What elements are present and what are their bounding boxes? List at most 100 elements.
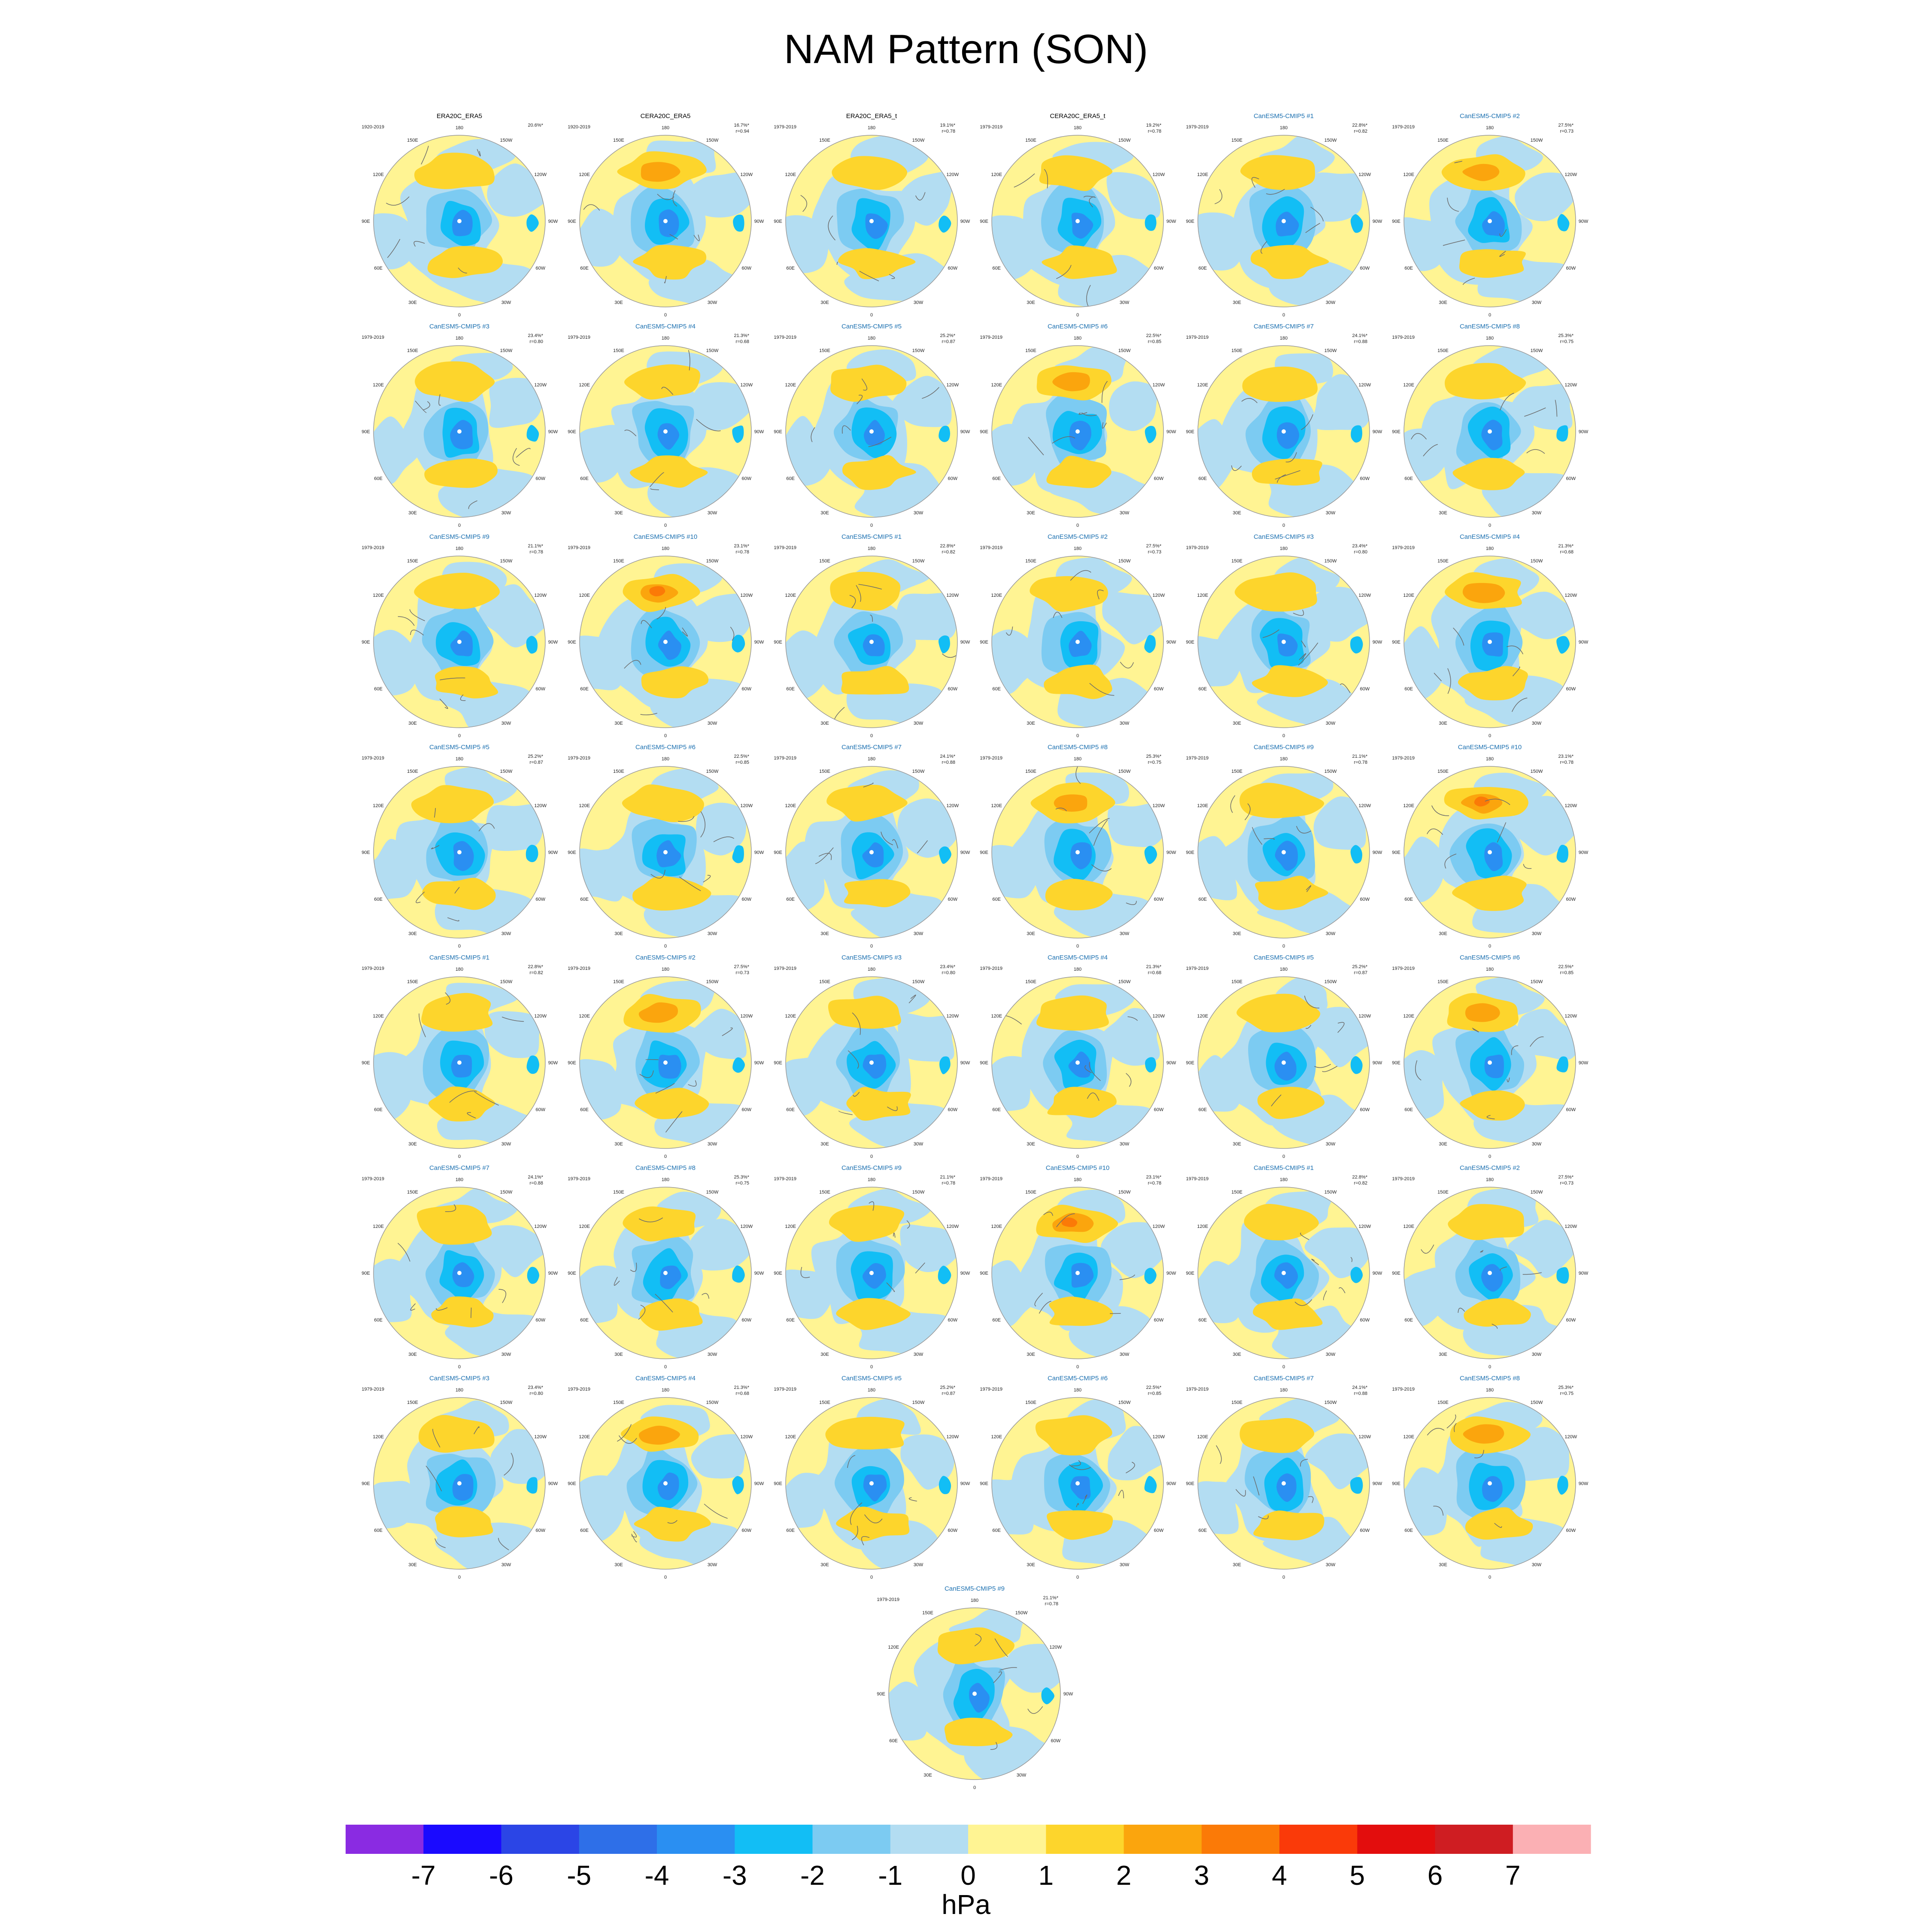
lon-label: 60E <box>786 266 795 271</box>
panel-correlation: r=0.78 <box>1045 1601 1059 1607</box>
lon-label: 60W <box>535 1528 545 1533</box>
lon-label: 120E <box>373 593 384 598</box>
lon-label: 30W <box>1326 1352 1336 1357</box>
lon-label: 90W <box>960 1271 970 1276</box>
lon-label: 120E <box>373 803 384 808</box>
pole-marker <box>1488 219 1492 223</box>
panel-period: 1979-2019 <box>774 125 796 130</box>
panel-correlation: r=0.85 <box>1560 970 1574 975</box>
pole-marker <box>972 1692 977 1696</box>
lon-label: 90E <box>568 1271 576 1276</box>
nam-panel: 180 150E 120E 90E 60E 30E 0 30W 60W 90W 120W 150W Ca… <box>361 1375 558 1580</box>
lon-label: 30W <box>1326 300 1336 305</box>
lon-label: 150E <box>1437 1190 1449 1195</box>
panel-period: 1979-2019 <box>361 545 384 550</box>
lon-label: 90W <box>548 1481 558 1486</box>
lon-label: 30E <box>1027 300 1035 305</box>
lon-label: 150E <box>613 979 624 984</box>
lon-label: 90W <box>1373 219 1382 224</box>
nam-panel: 180 150E 120E 90E 60E 30E 0 30W 60W 90W 120W 150W Ca… <box>568 323 764 528</box>
lon-label: 90W <box>754 219 764 224</box>
lon-label: 90E <box>1186 1060 1194 1066</box>
lon-label: 90E <box>1186 850 1194 855</box>
lon-label: 0 <box>1076 733 1079 738</box>
lon-label: 60E <box>374 1318 383 1323</box>
panel-variance: 27.5%* <box>1146 544 1162 549</box>
lon-label: 0 <box>458 523 461 528</box>
lon-label: 150E <box>1025 1400 1036 1405</box>
lon-label: 60E <box>992 1318 1001 1323</box>
lon-label: 150E <box>1025 979 1036 984</box>
panel-correlation: r=0.82 <box>1354 1181 1368 1186</box>
pole-marker <box>1075 640 1080 644</box>
nam-panel: 180 150E 120E 90E 60E 30E 0 30W 60W 90W 120W 150W Ca… <box>877 1585 1073 1790</box>
panel-period: 1979-2019 <box>1392 125 1415 130</box>
lon-label: 180 <box>1486 1177 1494 1182</box>
lon-label: 60E <box>786 1318 795 1323</box>
lon-label: 30W <box>914 1352 923 1357</box>
lon-label: 90W <box>1166 640 1176 645</box>
nam-panel: 180 150E 120E 90E 60E 30E 0 30W 60W 90W 120W 150W Ca… <box>980 1375 1176 1580</box>
lon-label: 60E <box>580 1318 589 1323</box>
nam-panel: 180 150E 120E 90E 60E 30E 0 30W 60W 90W 120W 150W Ca… <box>1392 533 1589 738</box>
lon-label: 30E <box>1439 300 1447 305</box>
lon-label: 0 <box>458 733 461 738</box>
lon-label: 90E <box>361 850 370 855</box>
nam-panel: 180 150E 120E 90E 60E 30E 0 30W 60W 90W 120W 150W Ca… <box>568 1375 764 1580</box>
lon-label: 60W <box>1566 1107 1576 1112</box>
lon-label: 90W <box>1166 219 1176 224</box>
lon-label: 90W <box>754 429 764 434</box>
lon-label: 90W <box>754 1481 764 1486</box>
lon-label: 30E <box>923 1773 932 1778</box>
panel-period: 1920-2019 <box>568 125 590 130</box>
lon-label: 120W <box>946 1014 959 1019</box>
lon-label: 180 <box>868 336 875 341</box>
lon-label: 120W <box>1358 803 1371 808</box>
panel-period: 1979-2019 <box>361 1176 384 1182</box>
lon-label: 90W <box>548 1271 558 1276</box>
lon-label: 150W <box>1324 769 1337 774</box>
panel-variance: 23.4%* <box>528 333 544 338</box>
lon-label: 150E <box>407 559 418 564</box>
lon-label: 60W <box>1566 266 1576 271</box>
lon-label: 0 <box>1076 523 1079 528</box>
lon-label: 180 <box>1486 336 1494 341</box>
panel-period: 1979-2019 <box>980 1176 1002 1182</box>
lon-label: 60E <box>580 897 589 902</box>
lon-label: 150W <box>706 1190 719 1195</box>
lon-label: 120E <box>888 1645 899 1650</box>
map-border <box>991 1187 1164 1359</box>
lon-label: 150W <box>1324 1400 1337 1405</box>
colorbar-tick: -3 <box>723 1860 747 1891</box>
map-border <box>1403 766 1576 939</box>
panel-correlation: r=0.85 <box>736 760 750 765</box>
lon-label: 90E <box>980 219 988 224</box>
lon-label: 90E <box>361 219 370 224</box>
panel-correlation: r=0.82 <box>530 970 544 975</box>
lon-label: 90E <box>361 429 370 434</box>
lon-label: 90W <box>1166 1481 1176 1486</box>
nam-panel: 180 150E 120E 90E 60E 30E 0 30W 60W 90W 120W 150W Ca… <box>568 954 764 1159</box>
lon-label: 0 <box>1488 944 1491 949</box>
nam-panel: 180 150E 120E 90E 60E 30E 0 30W 60W 90W 120W 150W Ca… <box>980 323 1176 528</box>
nam-panel: 180 150E 120E 90E 60E 30E 0 30W 60W 90W 120W 150W Ca… <box>361 323 558 528</box>
lon-label: 120W <box>1358 1434 1371 1440</box>
map-border <box>579 766 752 939</box>
lon-label: 60W <box>535 1318 545 1323</box>
lon-label: 30W <box>708 931 717 936</box>
lon-label: 60W <box>948 476 957 481</box>
lon-label: 120W <box>740 1014 753 1019</box>
nam-panel: 180 150E 120E 90E 60E 30E 0 30W 60W 90W 120W 150W ER… <box>361 112 558 318</box>
lon-label: 60E <box>1404 897 1413 902</box>
panel-title: CanESM5-CMIP5 #6 <box>635 744 696 751</box>
lon-label: 30W <box>708 1352 717 1357</box>
lon-label: 30E <box>1439 721 1447 726</box>
pole-marker <box>1282 850 1286 854</box>
lon-label: 60E <box>992 266 1001 271</box>
lon-label: 120W <box>1564 1224 1577 1229</box>
lon-label: 150E <box>407 979 418 984</box>
map-border <box>1403 1397 1576 1570</box>
panel-period: 1979-2019 <box>568 545 590 550</box>
lon-label: 30W <box>708 1562 717 1567</box>
lon-label: 90E <box>361 1481 370 1486</box>
